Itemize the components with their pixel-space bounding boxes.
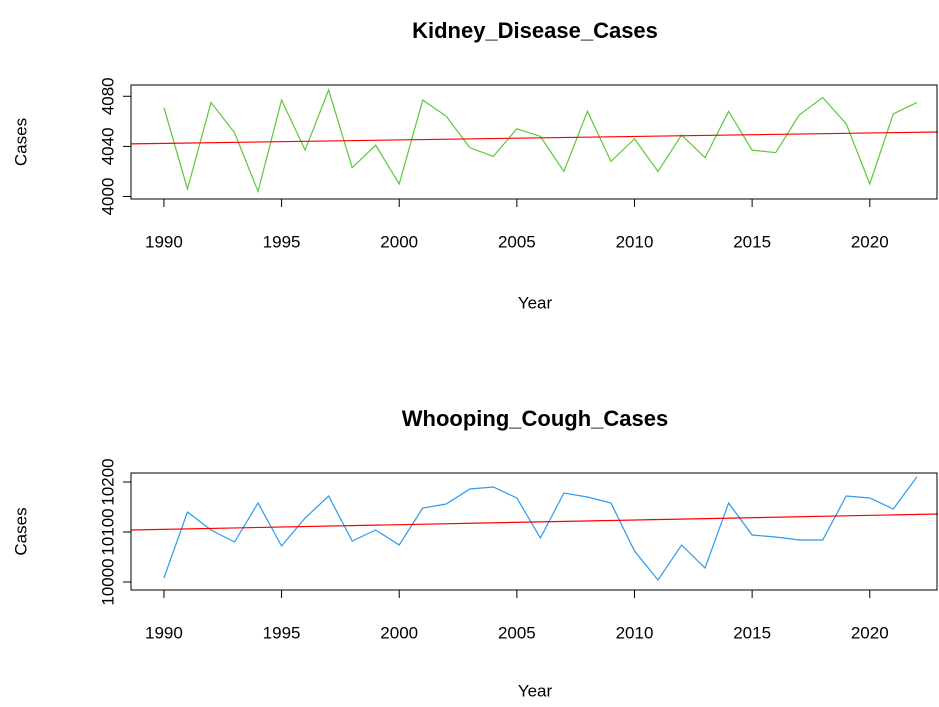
plot-frame	[130, 84, 938, 200]
chart-title: Whooping_Cough_Cases	[402, 406, 668, 431]
y-tick-label: 4040	[98, 127, 117, 165]
y-tick-label: 4000	[98, 178, 117, 216]
x-tick-label: 2005	[498, 232, 536, 251]
x-tick-label: 2010	[616, 623, 654, 642]
x-tick-label: 1995	[263, 623, 301, 642]
y-tick-label: 10200	[98, 458, 117, 505]
x-tick-label: 2020	[851, 232, 889, 251]
x-tick-label: 2015	[733, 623, 771, 642]
y-axis-label: Cases	[11, 118, 30, 166]
x-axis-label: Year	[518, 293, 553, 312]
x-axis-label: Year	[518, 681, 553, 700]
x-tick-label: 2020	[851, 623, 889, 642]
x-tick-label: 2000	[380, 232, 418, 251]
data-line	[163, 476, 918, 582]
y-tick-label: 10000	[98, 558, 117, 605]
y-axis-label: Cases	[11, 507, 30, 555]
x-tick-label: 2015	[733, 232, 771, 251]
x-tick-label: 1990	[145, 232, 183, 251]
x-tick-label: 2000	[380, 623, 418, 642]
y-tick-label: 4080	[98, 77, 117, 115]
x-tick-label: 2010	[616, 232, 654, 251]
chart-title: Kidney_Disease_Cases	[412, 18, 658, 43]
trend-line	[131, 513, 938, 531]
plot-frame	[130, 472, 938, 591]
x-tick-label: 1990	[145, 623, 183, 642]
y-tick-label: 10100	[98, 508, 117, 555]
trend-line	[131, 131, 938, 145]
x-tick-label: 2005	[498, 623, 536, 642]
x-tick-label: 1995	[263, 232, 301, 251]
data-line	[163, 88, 918, 194]
